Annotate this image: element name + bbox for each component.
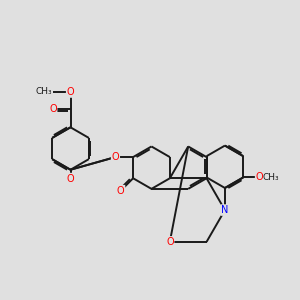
Text: O: O: [112, 152, 119, 162]
Text: O: O: [49, 104, 57, 114]
Text: O: O: [67, 87, 74, 97]
Text: O: O: [67, 174, 74, 184]
Text: O: O: [117, 186, 124, 196]
Text: N: N: [221, 205, 229, 215]
Text: O: O: [256, 172, 263, 182]
Text: O: O: [166, 237, 174, 247]
Text: CH₃: CH₃: [35, 88, 52, 97]
Text: CH₃: CH₃: [263, 173, 280, 182]
